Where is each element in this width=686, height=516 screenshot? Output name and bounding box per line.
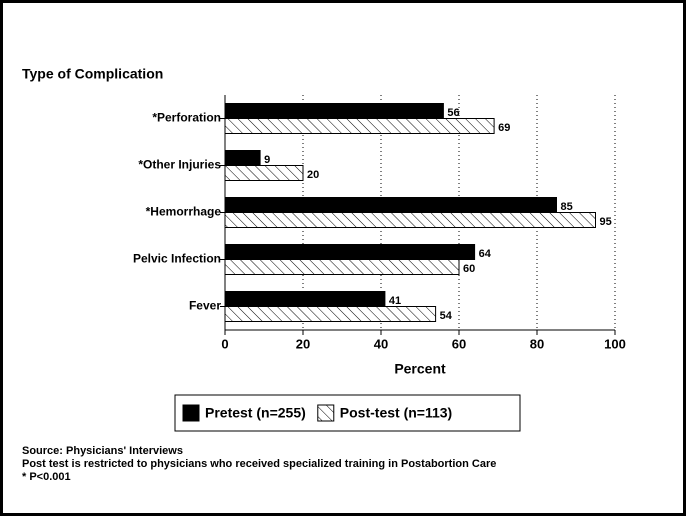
x-tick-label: 80 [530, 336, 544, 351]
bar [224, 306, 437, 322]
x-tick-label: 100 [604, 336, 626, 351]
y-tick-label: Pelvic Infection [133, 252, 221, 266]
x-tick-label: 40 [374, 336, 388, 351]
y-tick-label: Fever [189, 299, 221, 313]
y-tick-label: *Perforation [152, 111, 221, 125]
legend [174, 394, 521, 432]
bar [224, 212, 596, 228]
legend-label: Post-test (n=113) [340, 405, 452, 421]
legend-label: Pretest (n=255) [205, 405, 306, 421]
bar [224, 197, 557, 213]
value-label: 9 [264, 154, 270, 166]
y-tick-label: *Other Injuries [138, 158, 221, 172]
bar [224, 165, 304, 181]
value-label: 64 [479, 248, 492, 260]
value-label: 54 [440, 310, 453, 322]
note: Post test is restricted to physicians wh… [22, 458, 496, 470]
value-label: 41 [389, 295, 401, 307]
value-label: 95 [600, 216, 612, 228]
bar [224, 103, 444, 119]
value-label: 85 [561, 201, 573, 213]
bar [224, 291, 386, 307]
legend-swatch [317, 404, 335, 422]
bar [224, 150, 261, 166]
note: * P<0.001 [22, 471, 71, 483]
value-label: 60 [463, 263, 475, 275]
bar [224, 259, 460, 275]
x-tick-label: 20 [296, 336, 310, 351]
legend-swatch [182, 404, 200, 422]
x-tick-label: 60 [452, 336, 466, 351]
bar [224, 118, 495, 134]
x-axis-label: Percent [394, 361, 446, 377]
value-label: 20 [307, 169, 319, 181]
y-tick-label: *Hemorrhage [146, 205, 222, 219]
bar [224, 244, 476, 260]
chart-title: Type of Complication [22, 66, 163, 82]
value-label: 69 [498, 122, 510, 134]
x-tick-label: 0 [221, 336, 228, 351]
value-label: 56 [447, 107, 459, 119]
note: Source: Physicians' Interviews [22, 445, 183, 457]
